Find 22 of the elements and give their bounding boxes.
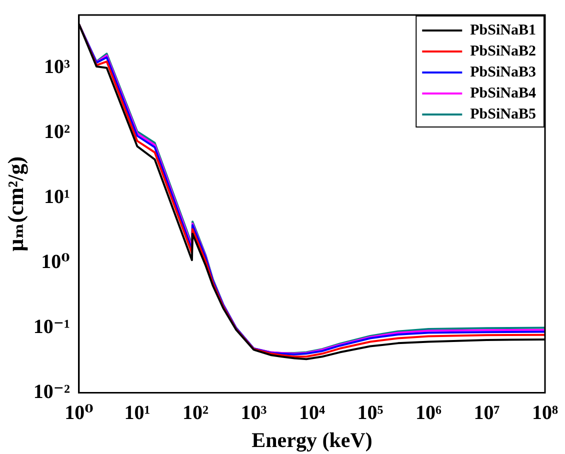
x-tick-label: 10⁴ [298, 402, 325, 424]
legend-label: PbSiNaB2 [470, 43, 536, 60]
y-axis-title: μₘ(cm²/g) [2, 156, 28, 252]
legend-label: PbSiNaB3 [470, 64, 536, 80]
legend-label: PbSiNaB1 [470, 22, 536, 38]
y-tick-label: 10⁰ [41, 250, 70, 273]
x-tick-label: 10³ [240, 402, 267, 424]
y-tick-label: 10¹ [44, 186, 70, 208]
x-tick-label: 10¹ [124, 402, 150, 424]
y-tick-label: 10⁻¹ [33, 316, 70, 338]
y-tick-label: 10⁻² [33, 380, 70, 403]
x-tick-label: 10⁵ [357, 402, 384, 424]
x-tick-label: 10² [182, 402, 208, 424]
y-tick-label: 10³ [44, 56, 70, 78]
x-axis-title: Energy (keV) [252, 428, 372, 452]
x-tick-label: 10⁶ [415, 402, 442, 424]
y-tick-label: 10² [44, 121, 70, 143]
legend-label: PbSiNaB4 [470, 85, 536, 102]
x-tick-label: 10⁰ [64, 402, 94, 424]
x-tick-label: 10⁷ [474, 402, 500, 424]
legend-label: PbSiNaB5 [470, 106, 536, 122]
x-tick-label: 10⁸ [532, 402, 558, 424]
